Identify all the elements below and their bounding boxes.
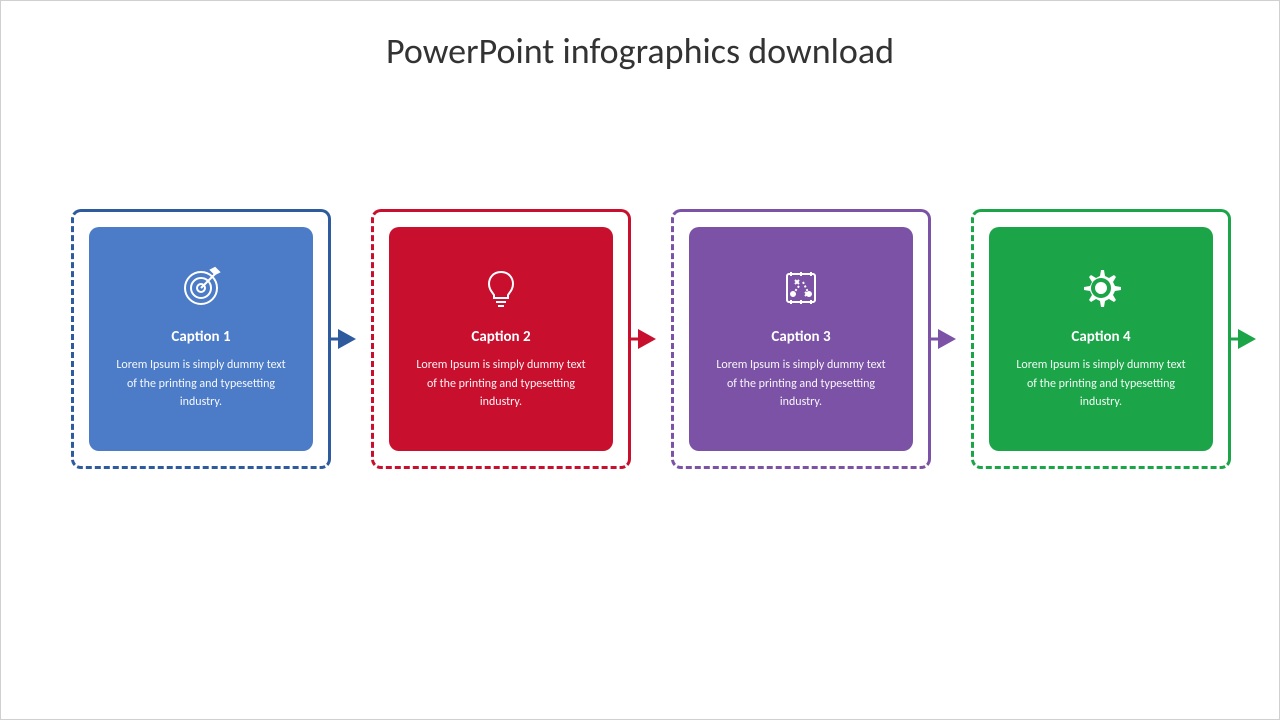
step-caption: Caption 4 bbox=[1071, 328, 1130, 346]
bulb-icon bbox=[479, 266, 523, 310]
gear-icon bbox=[1079, 266, 1123, 310]
step-card: Caption 4 Lorem Ipsum is simply dummy te… bbox=[989, 227, 1213, 451]
arrow-line bbox=[631, 338, 643, 341]
step-caption: Caption 3 bbox=[771, 328, 830, 346]
step-desc: Lorem Ipsum is simply dummy text of the … bbox=[109, 356, 293, 412]
step-caption: Caption 1 bbox=[171, 328, 230, 346]
step-desc: Lorem Ipsum is simply dummy text of the … bbox=[409, 356, 593, 412]
step-desc: Lorem Ipsum is simply dummy text of the … bbox=[709, 356, 893, 412]
arrow-line bbox=[1231, 338, 1243, 341]
step-4: Caption 4 Lorem Ipsum is simply dummy te… bbox=[971, 209, 1231, 469]
step-3: Caption 3 Lorem Ipsum is simply dummy te… bbox=[671, 209, 931, 469]
step-card: Caption 2 Lorem Ipsum is simply dummy te… bbox=[389, 227, 613, 451]
arrow-line bbox=[331, 338, 343, 341]
step-2: Caption 2 Lorem Ipsum is simply dummy te… bbox=[371, 209, 631, 469]
flow-container: Caption 1 Lorem Ipsum is simply dummy te… bbox=[71, 209, 1231, 469]
step-1: Caption 1 Lorem Ipsum is simply dummy te… bbox=[71, 209, 331, 469]
arrow-line bbox=[931, 338, 943, 341]
step-card: Caption 1 Lorem Ipsum is simply dummy te… bbox=[89, 227, 313, 451]
page-title: PowerPoint infographics download bbox=[1, 1, 1279, 73]
strategy-icon bbox=[779, 266, 823, 310]
step-desc: Lorem Ipsum is simply dummy text of the … bbox=[1009, 356, 1193, 412]
target-icon bbox=[179, 266, 223, 310]
step-caption: Caption 2 bbox=[471, 328, 530, 346]
step-card: Caption 3 Lorem Ipsum is simply dummy te… bbox=[689, 227, 913, 451]
